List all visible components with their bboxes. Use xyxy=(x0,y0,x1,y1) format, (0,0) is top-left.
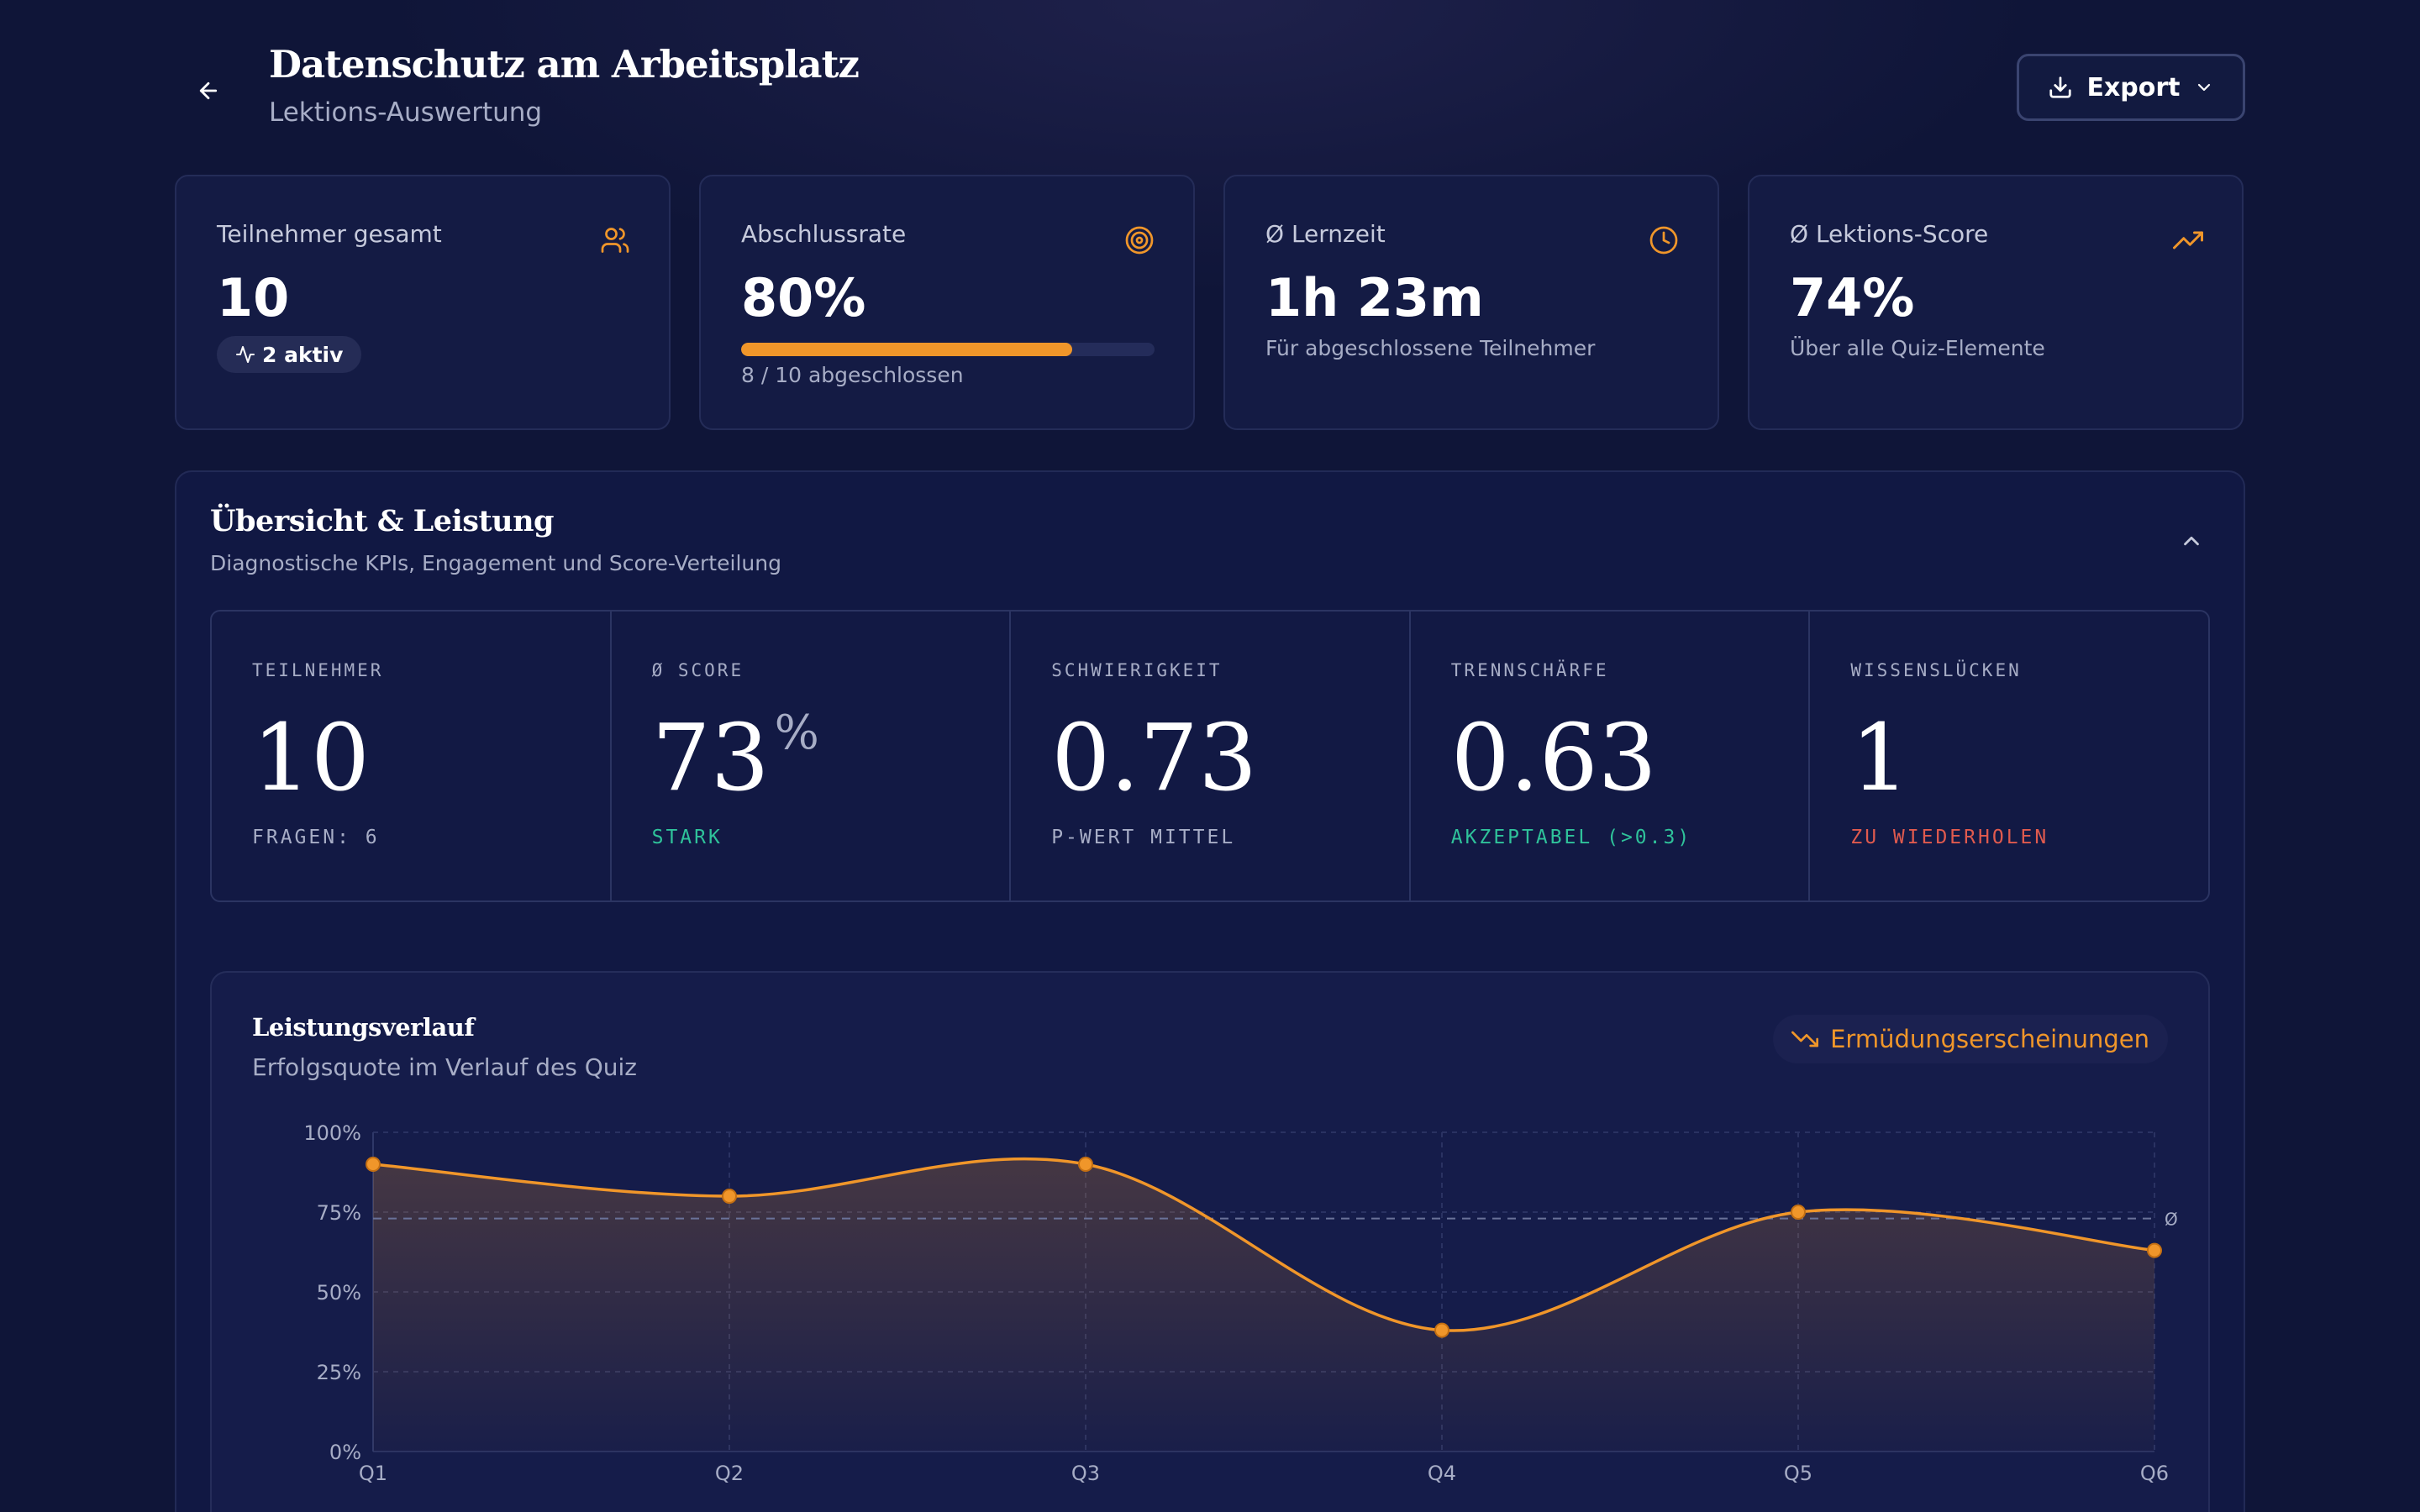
kpi-value: 1h 23m xyxy=(1265,267,1484,328)
metric-value: 0.73 xyxy=(1051,704,1257,811)
series-line xyxy=(372,1157,2155,1332)
trending-down-icon xyxy=(1791,1031,1819,1047)
metric-value: 73% xyxy=(652,704,819,811)
kpi-card-completion: Abschlussrate 80% 8 / 10 abgeschlossen xyxy=(699,175,1195,430)
metric-sub: P-WERT MITTEL xyxy=(1051,827,1236,848)
metric-number: 1 xyxy=(1850,704,1910,811)
kpi-value: 74% xyxy=(1790,267,1915,328)
kpi-note: Über alle Quiz-Elemente xyxy=(1790,336,2045,360)
kpi-label: Ø Lernzeit xyxy=(1265,220,1386,248)
kpi-value: 80% xyxy=(741,267,866,328)
y-tick-label: 0% xyxy=(329,1441,361,1464)
chart-title: Leistungsverlauf xyxy=(252,1013,475,1042)
series-area xyxy=(373,1158,2154,1452)
page-subtitle: Lektions-Auswertung xyxy=(269,97,543,128)
chevron-up-icon xyxy=(2184,536,2199,546)
clock-icon xyxy=(1649,226,1678,255)
performance-line-chart: 0% 25% 50% 75% 100% Q1 Q2 Q3 Q4 Q5 Q6 Ø xyxy=(303,1121,2178,1485)
completion-progress-bar xyxy=(741,343,1155,356)
metric-value: 1 xyxy=(1850,704,1909,811)
metric-value: 0.63 xyxy=(1451,704,1657,811)
metric-label: WISSENSLÜCKEN xyxy=(1850,660,2022,680)
export-button[interactable]: Export xyxy=(2017,54,2245,121)
x-tick-label: Q6 xyxy=(2140,1462,2169,1485)
metric-number: 0.63 xyxy=(1450,704,1657,811)
kpi-label: Teilnehmer gesamt xyxy=(217,220,442,248)
metric-label: Ø SCORE xyxy=(651,660,744,680)
kpi-note: 8 / 10 abgeschlossen xyxy=(741,363,964,387)
data-point xyxy=(722,1189,737,1204)
back-button[interactable] xyxy=(190,72,227,109)
metric-number: 10 xyxy=(252,704,370,811)
collapse-button[interactable] xyxy=(2173,522,2210,559)
data-point xyxy=(2147,1242,2162,1258)
export-label: Export xyxy=(2086,72,2181,102)
metric-knowledge-gaps: WISSENSLÜCKEN 1 ZU WIEDERHOLEN xyxy=(1810,612,2208,900)
trending-up-icon xyxy=(2173,231,2203,249)
metric-label: SCHWIERIGKEIT xyxy=(1051,660,1223,680)
users-icon xyxy=(601,228,629,253)
kpi-card-participants: Teilnehmer gesamt 10 2 aktiv xyxy=(175,175,671,430)
metric-sub: STARK xyxy=(651,827,723,848)
kpi-card-score: Ø Lektions-Score 74% Über alle Quiz-Elem… xyxy=(1748,175,2244,430)
download-icon xyxy=(2049,76,2072,98)
metric-number: 0.73 xyxy=(1051,704,1258,811)
kpi-label: Ø Lektions-Score xyxy=(1790,220,1989,248)
active-badge: 2 aktiv xyxy=(217,336,362,373)
diagnostic-metrics: TEILNEHMER 10 FRAGEN: 6 Ø SCORE 73% STAR… xyxy=(210,610,2210,902)
metric-sub: AKZEPTABEL (>0.3) xyxy=(1450,827,1692,848)
kpi-card-learning-time: Ø Lernzeit 1h 23m Für abgeschlossene Tei… xyxy=(1223,175,1719,430)
x-tick-label: Q5 xyxy=(1784,1462,1812,1485)
kpi-value: 10 xyxy=(217,267,290,328)
metric-participants: TEILNEHMER 10 FRAGEN: 6 xyxy=(212,612,612,900)
x-tick-label: Q3 xyxy=(1071,1462,1100,1485)
chevron-down-icon xyxy=(2197,83,2210,92)
x-tick-label: Q1 xyxy=(359,1462,387,1485)
target-icon xyxy=(1125,226,1154,255)
metric-score: Ø SCORE 73% STARK xyxy=(612,612,1012,900)
y-tick-label: 100% xyxy=(303,1121,361,1145)
section-subtitle: Diagnostische KPIs, Engagement und Score… xyxy=(210,551,781,575)
overview-section: Übersicht & Leistung Diagnostische KPIs,… xyxy=(175,470,2245,1512)
x-tick-label: Q4 xyxy=(1428,1462,1456,1485)
y-tick-label: 25% xyxy=(317,1361,361,1384)
x-tick-label: Q2 xyxy=(715,1462,744,1485)
metric-sub: ZU WIEDERHOLEN xyxy=(1850,827,2049,848)
metric-discrimination: TRENNSCHÄRFE 0.63 AKZEPTABEL (>0.3) xyxy=(1411,612,1811,900)
data-point xyxy=(1078,1157,1093,1172)
metric-difficulty: SCHWIERIGKEIT 0.73 P-WERT MITTEL xyxy=(1011,612,1411,900)
y-tick-label: 50% xyxy=(317,1281,361,1305)
activity-icon xyxy=(236,346,255,363)
fatigue-badge: Ermüdungserscheinungen xyxy=(1773,1015,2168,1063)
metric-label: TEILNEHMER xyxy=(252,660,384,680)
y-tick-label: 75% xyxy=(317,1201,361,1225)
arrow-left-icon xyxy=(199,81,218,100)
active-badge-label: 2 aktiv xyxy=(262,342,344,367)
chart-subtitle: Erfolgsquote im Verlauf des Quiz xyxy=(252,1053,637,1081)
data-point xyxy=(1791,1205,1806,1220)
average-label: Ø xyxy=(2165,1210,2178,1230)
performance-chart-card: Leistungsverlauf Erfolgsquote im Verlauf… xyxy=(210,971,2210,1512)
completion-progress-fill xyxy=(741,343,1072,356)
data-point xyxy=(1434,1322,1449,1338)
metric-value: 10 xyxy=(252,704,370,811)
fatigue-badge-label: Ermüdungserscheinungen xyxy=(1830,1025,2149,1053)
metric-sub: FRAGEN: 6 xyxy=(252,827,380,848)
kpi-note: Für abgeschlossene Teilnehmer xyxy=(1265,336,1596,360)
kpi-label: Abschlussrate xyxy=(741,220,907,248)
metric-label: TRENNSCHÄRFE xyxy=(1450,660,1609,680)
metric-number: 73 xyxy=(651,704,770,811)
section-title: Übersicht & Leistung xyxy=(210,504,555,538)
data-point xyxy=(366,1157,381,1172)
metric-unit: % xyxy=(774,706,819,760)
page-title: Datenschutz am Arbeitsplatz xyxy=(269,42,860,87)
page-header: Datenschutz am Arbeitsplatz Lektions-Aus… xyxy=(0,0,2420,168)
